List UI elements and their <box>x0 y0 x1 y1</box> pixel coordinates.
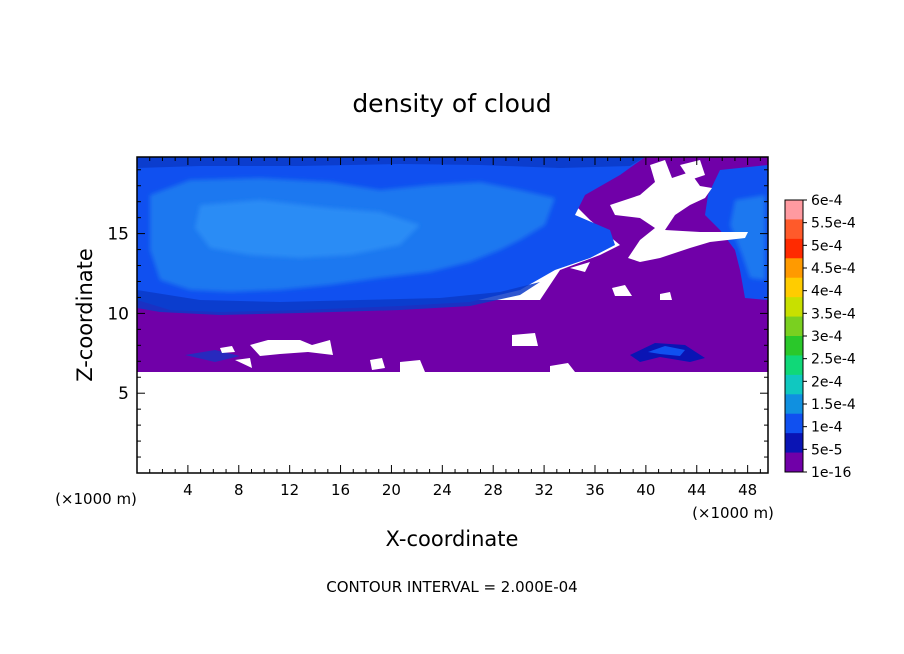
cloud-core-bright <box>195 200 420 258</box>
colorbar-label: 5.5e-4 <box>811 216 856 232</box>
cloud-patch-mid <box>648 346 685 356</box>
contour-interval-note: CONTOUR INTERVAL = 2.000E-04 <box>326 578 577 596</box>
cloud-core-right <box>730 195 765 280</box>
colorbar-swatch <box>785 258 803 279</box>
x-tick-label: 24 <box>433 481 452 499</box>
x-tick-label: 32 <box>535 481 554 499</box>
x-tick-label: 44 <box>687 481 706 499</box>
colorbar-label: 2e-4 <box>811 374 843 390</box>
cloud-edge-dark <box>137 282 540 315</box>
colorbar-label: 1e-16 <box>811 465 851 481</box>
colorbar: 6e-4 5.5e-4 5e-4 4.5e-4 4e-4 3.5e-4 3e-4 2.5e-4… <box>784 193 856 481</box>
cloud-patch-low-left <box>185 350 240 362</box>
x-tick-label: 4 <box>183 481 193 499</box>
colorbar-swatch <box>785 297 803 318</box>
colorbar-swatch <box>785 355 803 376</box>
x-tick-label: 48 <box>738 481 757 499</box>
y-tick-label: 10 <box>107 304 129 324</box>
colorbar-swatch <box>785 336 803 356</box>
cloud-free-gaps <box>137 160 768 473</box>
colorbar-swatch <box>785 238 803 259</box>
colorbar-label: 1e-4 <box>811 420 843 436</box>
x-tick-label: 28 <box>484 481 503 499</box>
colorbar-swatch <box>785 413 803 434</box>
colorbar-swatch <box>785 452 803 473</box>
colorbar-swatch <box>785 219 803 240</box>
x-tick-label: 12 <box>280 481 299 499</box>
cloud-region-low <box>137 300 768 384</box>
colorbar-swatch <box>785 374 803 395</box>
x-tick-label: 40 <box>636 481 655 499</box>
colorbar-label: 6e-4 <box>811 193 843 209</box>
colorbar-swatch <box>785 433 803 454</box>
x-tick-label: 16 <box>331 481 350 499</box>
x-unit-label-left: (×1000 m) <box>55 490 137 508</box>
contour-field <box>137 157 768 473</box>
colorbar-label: 2.5e-4 <box>811 352 856 368</box>
colorbar-label: 5e-5 <box>811 442 842 458</box>
colorbar-label: 5e-4 <box>811 238 843 254</box>
y-tick-label: 15 <box>107 225 129 245</box>
colorbar-label: 1.5e-4 <box>811 397 856 413</box>
x-tick-label: 20 <box>382 481 401 499</box>
x-unit-label-right: (×1000 m) <box>692 504 774 522</box>
colorbar-swatch <box>785 316 803 337</box>
x-tick-label: 8 <box>234 481 244 499</box>
colorbar-label: 3e-4 <box>811 329 843 345</box>
colorbar-swatch <box>785 394 803 415</box>
colorbar-swatch <box>785 200 803 220</box>
colorbar-label: 4.5e-4 <box>811 261 856 277</box>
x-axis-label: X-coordinate <box>386 527 519 551</box>
colorbar-swatch <box>785 277 803 298</box>
colorbar-label: 4e-4 <box>811 284 843 300</box>
colorbar-label: 3.5e-4 <box>811 306 856 322</box>
x-tick-label: 36 <box>585 481 604 499</box>
y-axis-label: Z-coordinate <box>73 248 97 382</box>
y-tick-label: 5 <box>118 384 129 404</box>
plot-frame <box>136 156 769 474</box>
chart-title: density of cloud <box>352 89 551 118</box>
